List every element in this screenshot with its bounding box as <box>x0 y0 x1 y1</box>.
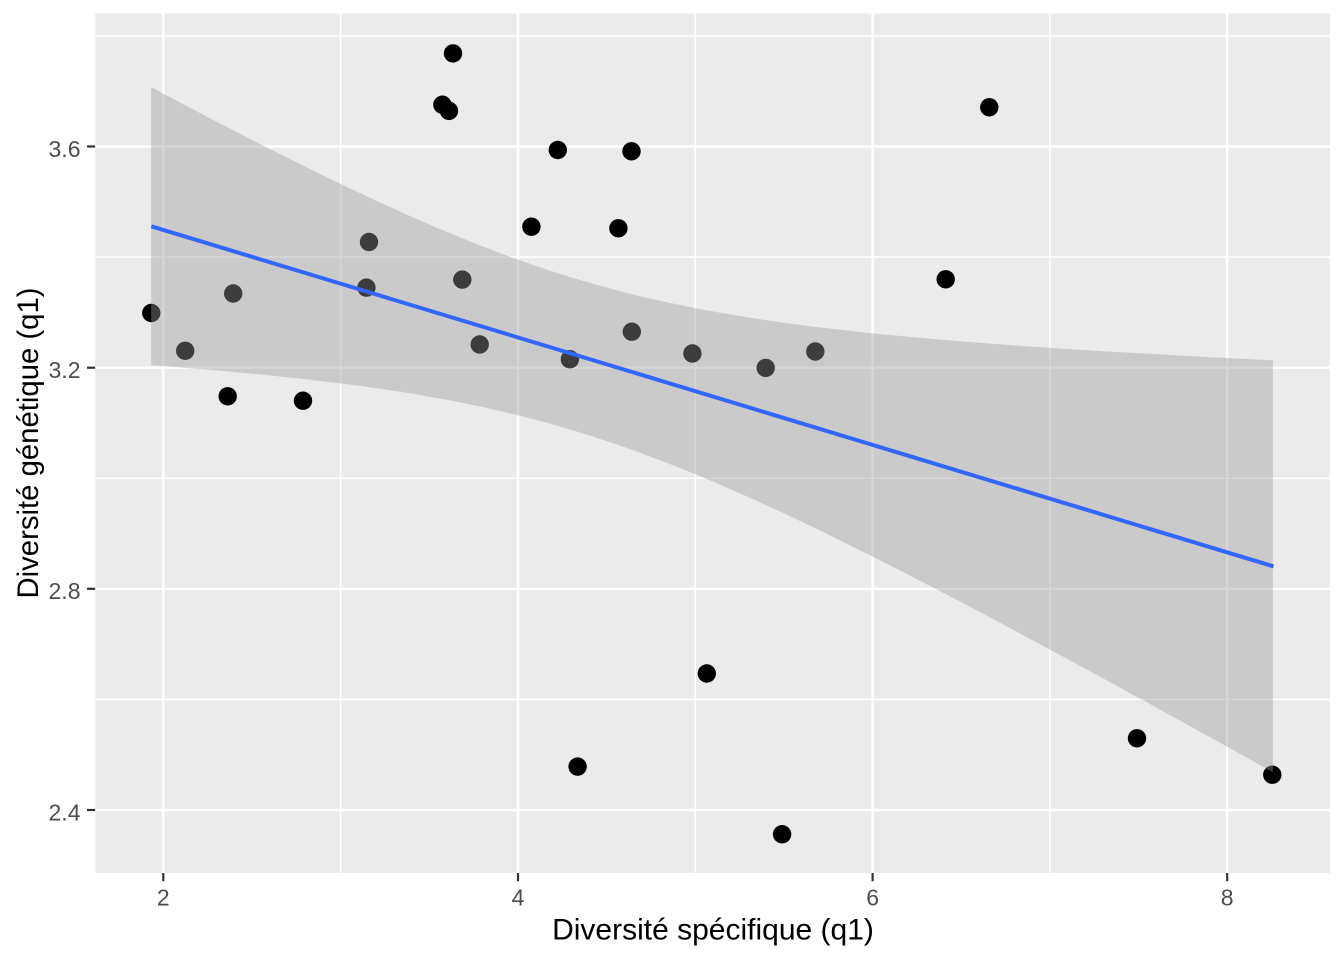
svg-text:2.8: 2.8 <box>49 578 81 604</box>
svg-text:2: 2 <box>157 885 170 911</box>
svg-text:3.6: 3.6 <box>49 136 81 162</box>
svg-text:2.4: 2.4 <box>49 799 81 825</box>
svg-text:6: 6 <box>866 885 879 911</box>
svg-text:3.2: 3.2 <box>49 357 81 383</box>
svg-text:4: 4 <box>512 885 525 911</box>
svg-text:Diversité génétique (q1): Diversité génétique (q1) <box>12 287 45 598</box>
svg-text:Diversité spécifique (q1): Diversité spécifique (q1) <box>552 914 874 947</box>
svg-text:8: 8 <box>1221 885 1234 911</box>
